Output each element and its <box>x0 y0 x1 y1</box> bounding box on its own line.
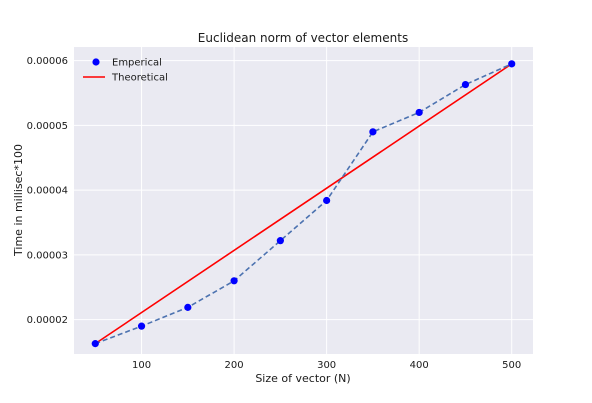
chart-title: Euclidean norm of vector elements <box>198 31 408 45</box>
x-tick-label: 200 <box>225 360 244 371</box>
theoretical-line <box>94 63 513 345</box>
legend-label-emperical: Emperical <box>112 58 162 69</box>
emperical-dashed-line <box>95 63 513 345</box>
grid-lines <box>74 47 533 354</box>
x-tick-label: 100 <box>132 360 151 371</box>
emperical-point <box>230 277 238 285</box>
emperical-point <box>137 322 146 330</box>
emperical-point <box>415 108 423 117</box>
plot-area <box>74 47 533 354</box>
y-tick-label: 0.00006 <box>27 56 68 67</box>
emperical-point <box>369 128 377 136</box>
x-tick-label: 400 <box>410 360 429 371</box>
tick-labels: 100 200 300 400 500 0.00002 0.00003 0.00004 0.00… <box>27 56 522 371</box>
x-tick-label: 500 <box>502 360 521 371</box>
y-axis-label: Time in millisec*100 <box>12 144 25 257</box>
legend: Emperical Theoretical <box>83 58 168 84</box>
y-tick-label: 0.00005 <box>27 121 68 132</box>
y-tick-label: 0.00003 <box>27 250 68 261</box>
legend-label-theoretical: Theoretical <box>111 73 168 84</box>
emperical-point <box>508 60 516 68</box>
y-tick-label: 0.00002 <box>27 315 68 326</box>
series-layer <box>91 60 516 348</box>
legend-marker-emperical <box>92 58 100 66</box>
x-tick-label: 300 <box>317 360 336 371</box>
emperical-point <box>323 196 331 205</box>
emperical-point <box>184 303 192 311</box>
emperical-point <box>276 237 284 245</box>
x-axis-label: Size of vector (N) <box>255 372 350 385</box>
y-tick-label: 0.00004 <box>27 186 68 197</box>
emperical-point <box>461 80 470 89</box>
emperical-point <box>91 340 99 348</box>
